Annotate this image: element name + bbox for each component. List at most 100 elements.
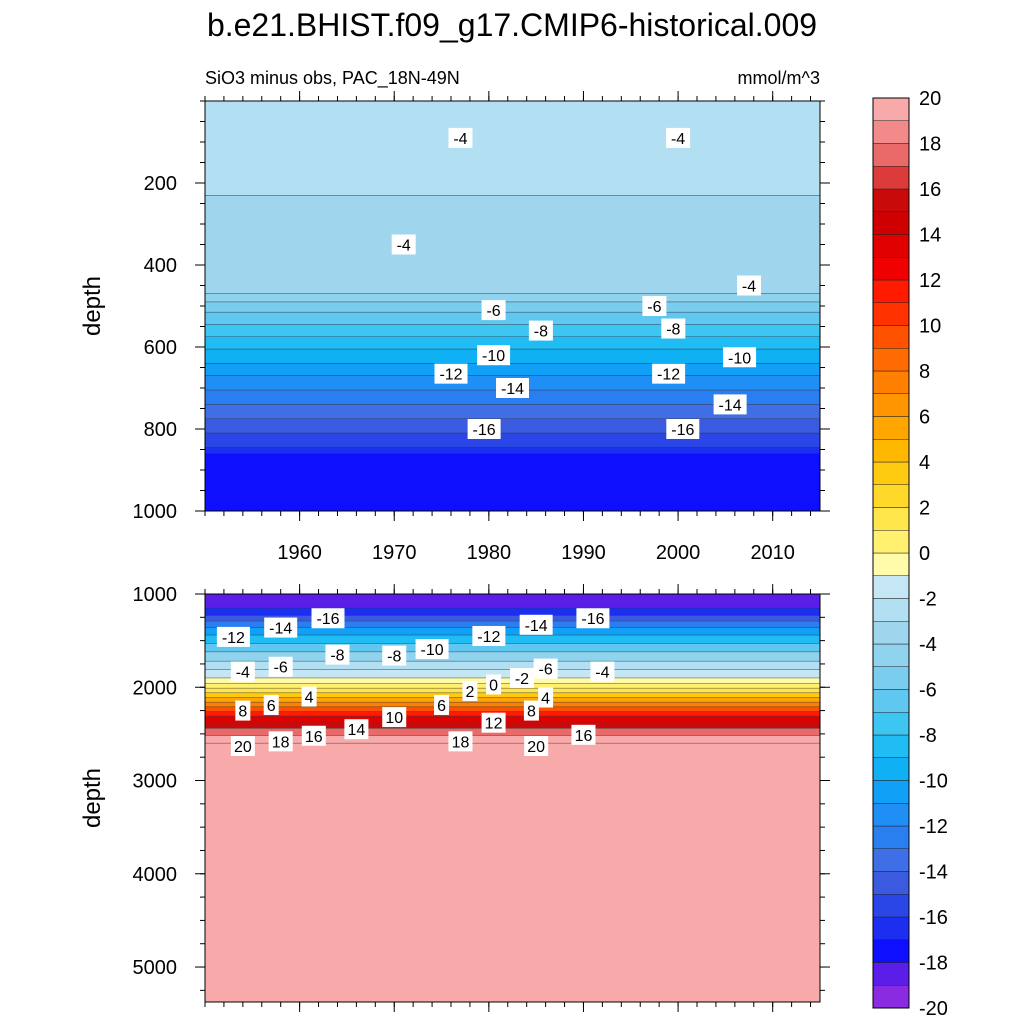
contour-band xyxy=(205,621,820,628)
contour-label: -4 xyxy=(230,661,255,682)
svg-text:-14: -14 xyxy=(269,621,292,638)
contour-label: -4 xyxy=(737,275,762,296)
colorbar-swatch xyxy=(872,234,910,258)
contour-band xyxy=(205,195,820,294)
svg-text:16: 16 xyxy=(575,728,593,745)
contour-label: -8 xyxy=(325,644,350,665)
svg-text:-4: -4 xyxy=(671,131,685,148)
colorbar-swatch xyxy=(872,552,910,576)
colorbar-swatch xyxy=(872,575,910,599)
colorbar-tick-label: 14 xyxy=(919,225,941,247)
contour-band xyxy=(205,312,820,325)
figure-title: b.e21.BHIST.f09_g17.CMIP6-historical.009 xyxy=(207,7,817,43)
colorbar-tick-label: 0 xyxy=(919,543,930,565)
svg-text:-10: -10 xyxy=(728,350,751,367)
contour-label: 0 xyxy=(486,674,502,695)
contour-band xyxy=(205,721,820,729)
contour-label: -8 xyxy=(661,318,686,339)
x-tick-label: 1990 xyxy=(561,542,606,564)
y-tick-label: 2000 xyxy=(133,677,178,699)
contour-label: 2 xyxy=(462,680,478,701)
colorbar-swatch xyxy=(872,598,910,622)
svg-text:-2: -2 xyxy=(515,671,529,688)
svg-text:-8: -8 xyxy=(330,648,344,665)
colorbar-swatch xyxy=(872,689,910,713)
contour-band xyxy=(205,349,820,364)
colorbar-swatch xyxy=(872,825,910,849)
svg-text:8: 8 xyxy=(527,704,536,721)
contour-label: -6 xyxy=(642,296,667,316)
contour-label: 6 xyxy=(434,694,450,715)
colorbar-tick-label: 18 xyxy=(919,134,941,156)
panel1-ylabel: depth xyxy=(79,276,106,336)
contour-band xyxy=(205,627,820,636)
y-tick-label: 800 xyxy=(144,419,177,441)
contour-label: -12 xyxy=(216,626,250,647)
svg-text:20: 20 xyxy=(234,739,252,756)
colorbar-swatch xyxy=(872,416,910,440)
colorbar-tick-label: 6 xyxy=(919,407,930,429)
contour-label: 14 xyxy=(344,719,369,740)
contour-label: -2 xyxy=(509,667,534,688)
svg-text:-8: -8 xyxy=(387,649,401,666)
svg-text:-10: -10 xyxy=(421,642,444,659)
contour-band xyxy=(205,692,820,698)
contour-band xyxy=(205,735,820,744)
colorbar-swatch xyxy=(872,439,910,463)
colorbar-swatch xyxy=(872,257,910,281)
colorbar-swatch xyxy=(872,302,910,326)
contour-label: -12 xyxy=(472,625,506,646)
contour-label: 16 xyxy=(301,725,326,746)
colorbar-swatch xyxy=(872,666,910,690)
x-tick-label: 2000 xyxy=(656,542,701,564)
svg-text:-4: -4 xyxy=(453,131,467,148)
svg-text:20: 20 xyxy=(527,739,545,756)
contour-band xyxy=(205,661,820,670)
colorbar-swatch xyxy=(872,370,910,394)
y-tick-label: 1000 xyxy=(133,584,178,606)
colorbar-tick-label: -4 xyxy=(919,634,937,656)
contour-band xyxy=(205,728,820,736)
svg-text:-8: -8 xyxy=(534,324,548,341)
svg-text:14: 14 xyxy=(347,722,365,739)
y-tick-label: 400 xyxy=(144,255,177,277)
contour-label: 20 xyxy=(524,736,549,757)
contour-label: 18 xyxy=(448,731,473,752)
colorbar-swatch xyxy=(872,97,910,121)
svg-text:-12: -12 xyxy=(439,367,462,384)
colorbar-tick-label: -20 xyxy=(919,998,948,1020)
colorbar-swatch xyxy=(872,120,910,144)
svg-text:18: 18 xyxy=(272,734,290,751)
contour-band xyxy=(205,706,820,712)
svg-text:-10: -10 xyxy=(482,348,505,365)
contour-label: -8 xyxy=(528,320,553,341)
svg-text:-14: -14 xyxy=(719,397,742,414)
contour-label: 8 xyxy=(523,700,539,721)
svg-text:16: 16 xyxy=(305,729,323,746)
svg-text:-6: -6 xyxy=(486,303,500,320)
colorbar-tick-label: 8 xyxy=(919,361,930,383)
contour-label: 6 xyxy=(263,694,279,715)
colorbar-tick-label: -2 xyxy=(919,589,937,611)
svg-text:-12: -12 xyxy=(657,367,680,384)
contour-band xyxy=(205,702,820,707)
contour-band xyxy=(205,688,820,693)
colorbar-swatch xyxy=(872,166,910,190)
contour-band xyxy=(205,743,820,751)
contour-label: -16 xyxy=(467,419,501,439)
svg-text:-14: -14 xyxy=(501,381,524,398)
contour-band xyxy=(205,293,820,302)
contour-band xyxy=(205,635,820,644)
y-tick-label: 1000 xyxy=(133,501,178,523)
contour-label: -14 xyxy=(713,394,747,415)
panel1-subtitle-right: mmol/m^3 xyxy=(738,68,820,88)
x-tick-label: 2010 xyxy=(750,542,795,564)
colorbar-swatch xyxy=(872,962,910,986)
contour-label: -14 xyxy=(496,378,529,398)
y-tick-label: 4000 xyxy=(133,864,178,886)
colorbar-tick-label: -6 xyxy=(919,680,937,702)
contour-band xyxy=(205,711,820,717)
contour-label: -8 xyxy=(382,645,407,666)
contour-label: 12 xyxy=(481,712,506,733)
